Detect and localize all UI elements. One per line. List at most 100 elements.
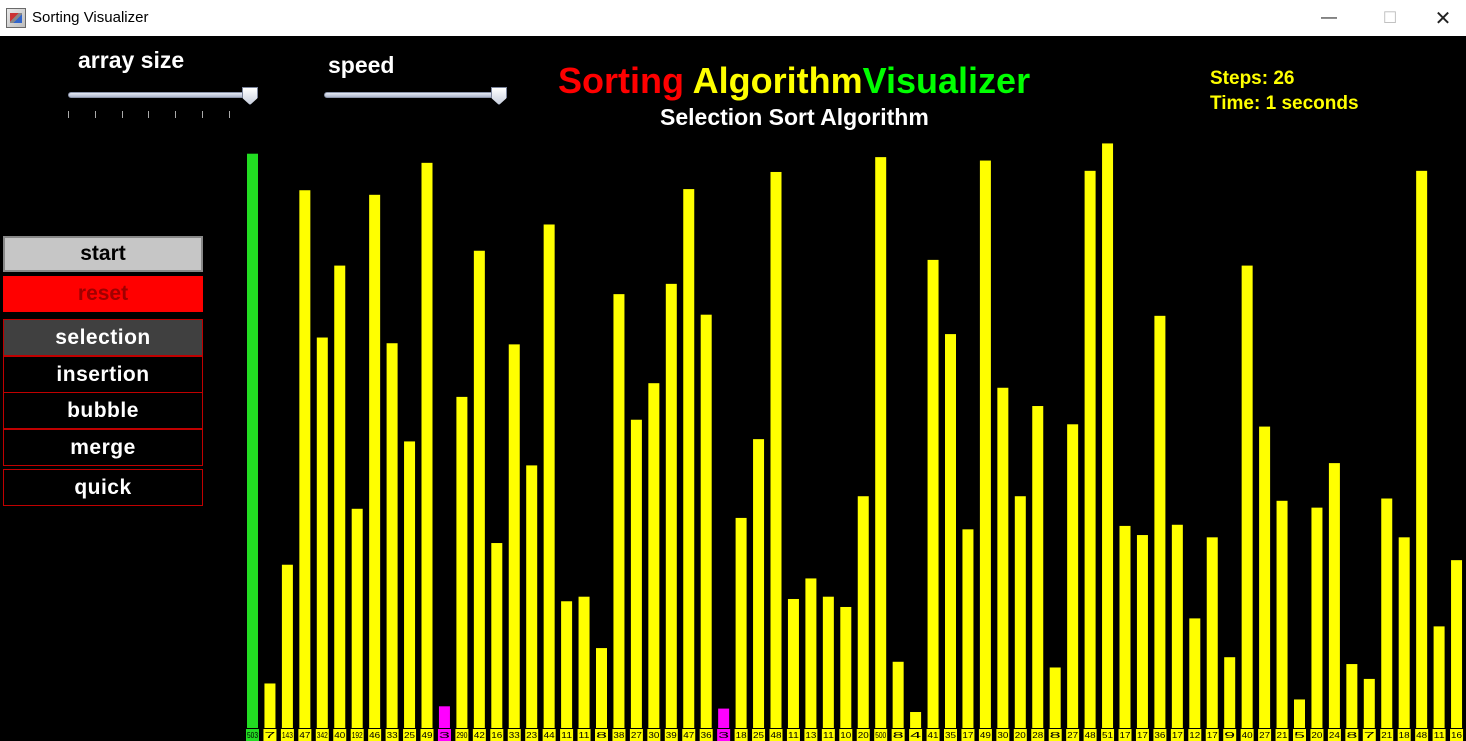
bar-value-label-59: 21	[1277, 731, 1289, 740]
bar-label-bg-25	[682, 729, 696, 741]
bar-label-bg-55	[1205, 729, 1219, 741]
bar-value-label-20: 8	[596, 731, 608, 740]
bar-value-label-13: 42	[474, 731, 486, 740]
bar-10	[421, 162, 433, 728]
bar-29	[753, 439, 765, 728]
bar-value-label-3: 47	[299, 731, 311, 740]
bar-4	[316, 337, 328, 728]
bar-66	[1398, 537, 1410, 728]
app-heading: Sorting AlgorithmVisualizer	[558, 60, 1030, 102]
bar-value-label-25: 47	[683, 731, 695, 740]
bar-value-label-0: 503	[247, 731, 258, 740]
bar-2	[281, 564, 293, 728]
bar-label-bg-7	[368, 729, 382, 741]
bar-label-bg-27	[717, 729, 731, 741]
heading-word-algorithm: Algorithm	[692, 60, 863, 101]
bar-label-bg-56	[1223, 729, 1237, 741]
bar-1	[264, 683, 276, 728]
bar-20	[596, 648, 607, 728]
bar-65	[1381, 498, 1393, 728]
bar-value-label-46: 8	[1050, 731, 1062, 740]
bar-label-bg-66	[1397, 729, 1411, 741]
bar-37	[892, 661, 904, 728]
bar-value-label-30: 48	[771, 731, 783, 740]
bar-label-bg-1	[263, 729, 277, 741]
bar-label-bg-18	[560, 729, 574, 741]
bar-value-label-49: 51	[1102, 731, 1114, 740]
bar-value-label-2: 143	[282, 731, 293, 740]
minimize-button[interactable]: —	[1321, 9, 1337, 26]
bar-46	[1049, 667, 1061, 728]
bar-label-bg-3	[298, 729, 312, 741]
bar-value-label-1: 7	[264, 731, 276, 740]
bar-value-label-67: 48	[1416, 731, 1428, 740]
bar-value-label-50: 17	[1120, 731, 1132, 740]
bar-value-label-34: 10	[840, 731, 852, 740]
bar-value-label-54: 12	[1189, 731, 1201, 740]
bar-value-label-32: 13	[805, 731, 817, 740]
bubble-sort-button[interactable]: bubble	[3, 392, 203, 429]
bar-value-label-61: 20	[1311, 731, 1323, 740]
bar-label-bg-23	[647, 729, 661, 741]
bar-47	[1067, 424, 1079, 728]
bar-label-bg-68	[1432, 729, 1446, 741]
bar-label-bg-46	[1048, 729, 1062, 741]
bar-value-label-5: 40	[334, 731, 346, 740]
bar-51	[1136, 535, 1148, 728]
bar-31	[787, 598, 799, 728]
array-size-slider-track[interactable]	[68, 92, 258, 98]
bar-value-label-37: 8	[893, 731, 905, 740]
speed-slider-thumb[interactable]	[491, 87, 507, 105]
bar-6	[351, 508, 363, 728]
bar-value-label-43: 30	[997, 731, 1009, 740]
bar-label-bg-6	[350, 729, 364, 741]
bar-value-label-29: 25	[753, 731, 765, 740]
bar-label-bg-38	[909, 729, 923, 741]
algorithm-subtitle: Selection Sort Algorithm	[660, 104, 929, 130]
start-button[interactable]: start	[3, 236, 203, 272]
bar-value-label-33: 11	[823, 731, 835, 740]
speed-slider-track[interactable]	[324, 92, 507, 98]
bar-label-bg-69	[1450, 729, 1464, 741]
selection-sort-button[interactable]: selection	[3, 319, 203, 356]
bar-value-label-9: 25	[404, 731, 416, 740]
bar-label-bg-19	[577, 729, 591, 741]
bar-value-label-19: 11	[579, 731, 591, 740]
bar-label-bg-60	[1293, 729, 1306, 741]
quick-sort-button[interactable]: quick	[3, 469, 203, 506]
bar-63	[1346, 664, 1358, 728]
bar-label-bg-45	[1031, 729, 1045, 741]
bar-value-label-62: 24	[1329, 731, 1341, 740]
bar-value-label-41: 17	[962, 731, 974, 740]
bar-value-label-28: 18	[736, 731, 748, 740]
bar-label-bg-21	[612, 729, 626, 741]
bar-value-label-18: 11	[561, 731, 573, 740]
insertion-sort-button[interactable]: insertion	[3, 356, 203, 393]
bar-value-label-63: 8	[1346, 731, 1358, 740]
heading-word-visualizer: Visualizer	[862, 60, 1031, 101]
bar-54	[1189, 618, 1201, 728]
maximize-button[interactable]: ☐	[1382, 10, 1398, 27]
bar-label-bg-47	[1066, 729, 1080, 741]
bar-5	[334, 265, 346, 728]
bar-label-bg-12	[455, 729, 469, 741]
bar-value-label-23: 30	[648, 731, 660, 740]
bar-label-bg-35	[856, 729, 870, 741]
array-size-slider-thumb[interactable]	[242, 87, 258, 105]
bar-label-bg-22	[629, 729, 643, 741]
bar-value-label-21: 38	[613, 731, 625, 740]
bar-52	[1154, 315, 1166, 728]
bar-67	[1416, 170, 1428, 729]
bar-label-bg-44	[1013, 729, 1027, 741]
bar-label-bg-26	[699, 729, 713, 741]
bar-24	[665, 283, 677, 728]
bar-value-label-36: 500	[875, 731, 886, 740]
bar-label-bg-4	[315, 729, 329, 741]
bar-label-bg-8	[385, 729, 399, 741]
bar-12	[456, 396, 468, 728]
merge-sort-button[interactable]: merge	[3, 429, 203, 466]
close-button[interactable]: ✕	[1434, 7, 1452, 30]
bar-22	[630, 419, 642, 728]
java-app-icon	[6, 8, 26, 28]
reset-button[interactable]: reset	[3, 276, 203, 312]
